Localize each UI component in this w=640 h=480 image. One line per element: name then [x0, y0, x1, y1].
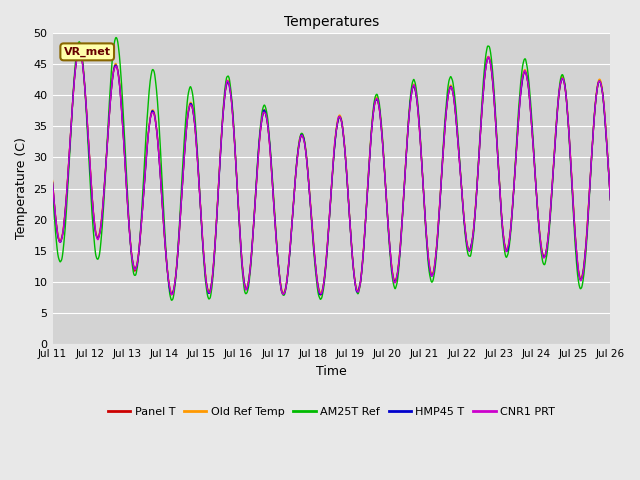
Panel T [607, 197, 614, 203]
CNR1 PRT [49, 181, 56, 187]
CNR1 PRT [607, 194, 614, 200]
Y-axis label: Temperature (C): Temperature (C) [15, 138, 28, 240]
HMP45 T [49, 180, 56, 186]
Legend: Panel T, Old Ref Temp, AM25T Ref, HMP45 T, CNR1 PRT: Panel T, Old Ref Temp, AM25T Ref, HMP45 … [104, 403, 559, 421]
CNR1 PRT [554, 103, 561, 108]
Line: Old Ref Temp: Old Ref Temp [52, 48, 611, 292]
Panel T [76, 47, 83, 53]
HMP45 T [554, 104, 561, 110]
CNR1 PRT [607, 196, 614, 202]
Panel T [554, 104, 561, 110]
HMP45 T [168, 291, 176, 297]
Panel T [205, 289, 212, 295]
Panel T [396, 248, 404, 254]
Panel T [607, 195, 614, 201]
HMP45 T [75, 47, 83, 52]
Panel T [387, 249, 394, 254]
CNR1 PRT [387, 249, 394, 254]
Line: AM25T Ref: AM25T Ref [52, 37, 611, 300]
Old Ref Temp [317, 289, 324, 295]
Old Ref Temp [168, 289, 176, 295]
AM25T Ref [396, 252, 404, 257]
Old Ref Temp [49, 178, 56, 183]
Old Ref Temp [396, 246, 404, 252]
HMP45 T [607, 197, 614, 203]
Panel T [317, 292, 324, 298]
X-axis label: Time: Time [316, 364, 347, 378]
CNR1 PRT [76, 48, 83, 54]
CNR1 PRT [396, 249, 404, 255]
HMP45 T [607, 195, 614, 201]
Old Ref Temp [76, 45, 83, 50]
AM25T Ref [168, 298, 175, 303]
CNR1 PRT [205, 289, 212, 295]
AM25T Ref [112, 35, 120, 40]
CNR1 PRT [168, 291, 175, 297]
Old Ref Temp [387, 248, 394, 253]
Text: VR_met: VR_met [64, 47, 111, 57]
Old Ref Temp [205, 288, 212, 293]
CNR1 PRT [168, 291, 176, 297]
AM25T Ref [607, 194, 614, 200]
HMP45 T [316, 291, 324, 297]
Old Ref Temp [607, 194, 614, 200]
Panel T [168, 291, 176, 297]
AM25T Ref [607, 196, 614, 202]
AM25T Ref [387, 252, 394, 258]
Old Ref Temp [607, 196, 614, 202]
AM25T Ref [49, 187, 56, 192]
Line: HMP45 T: HMP45 T [52, 49, 611, 294]
Line: CNR1 PRT: CNR1 PRT [52, 51, 611, 294]
Line: Panel T: Panel T [52, 50, 611, 295]
HMP45 T [396, 249, 404, 254]
Title: Temperatures: Temperatures [284, 15, 379, 29]
HMP45 T [205, 290, 212, 296]
AM25T Ref [554, 101, 561, 107]
AM25T Ref [205, 296, 212, 301]
Old Ref Temp [554, 103, 561, 108]
AM25T Ref [168, 297, 176, 302]
HMP45 T [387, 249, 394, 254]
Panel T [49, 179, 56, 185]
